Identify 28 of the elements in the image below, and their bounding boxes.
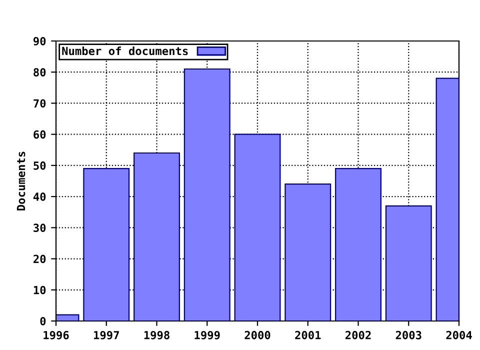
bar bbox=[83, 168, 130, 321]
y-tick-label: 70 bbox=[34, 99, 46, 108]
y-axis-title: Documents bbox=[16, 152, 26, 210]
bar bbox=[284, 184, 332, 321]
bar bbox=[335, 168, 382, 321]
x-tick-label: 2000 bbox=[244, 330, 270, 340]
bar bbox=[385, 205, 432, 321]
x-tick-label: 2001 bbox=[295, 330, 321, 340]
x-tick-label: 1997 bbox=[94, 330, 119, 340]
y-tick-label: 40 bbox=[33, 192, 46, 201]
y-tick-label: 50 bbox=[34, 161, 46, 170]
x-tick-label: 1998 bbox=[144, 330, 170, 340]
x-tick-label: 1999 bbox=[194, 330, 220, 340]
x-tick-label: 1996 bbox=[44, 330, 69, 340]
x-tick-label: 2003 bbox=[396, 330, 422, 340]
bar bbox=[134, 152, 180, 321]
bar bbox=[184, 68, 230, 321]
legend-label: Number of documents bbox=[62, 46, 188, 56]
x-tick-label: 2004 bbox=[446, 330, 472, 340]
x-tick-label: 2002 bbox=[345, 330, 371, 340]
y-tick-label: 30 bbox=[34, 224, 46, 232]
bar bbox=[234, 134, 281, 321]
y-tick-label: 20 bbox=[34, 254, 46, 264]
y-tick-label: 90 bbox=[34, 36, 46, 46]
y-tick-label: 10 bbox=[34, 286, 46, 294]
y-tick-label: 0 bbox=[40, 316, 46, 326]
y-tick-label: 80 bbox=[34, 68, 46, 76]
y-tick-label: 60 bbox=[34, 130, 46, 139]
